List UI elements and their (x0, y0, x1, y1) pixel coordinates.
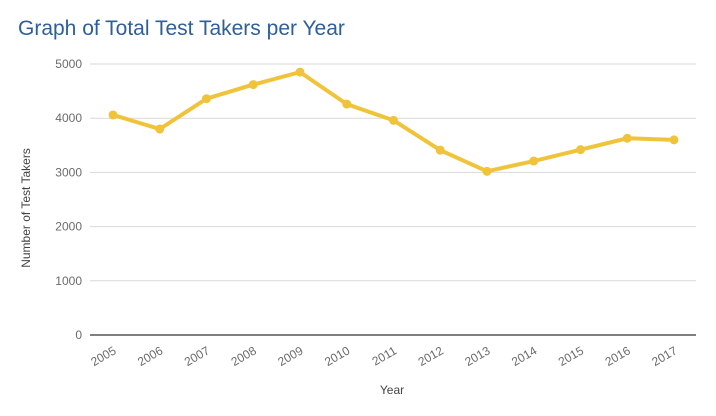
x-tick-label: 2010 (322, 343, 352, 369)
y-tick-label: 0 (75, 328, 82, 342)
y-tick-label: 4000 (55, 111, 82, 125)
data-point (202, 94, 211, 104)
x-tick-label: 2015 (556, 343, 586, 369)
x-tick-label: 2014 (509, 343, 539, 369)
x-tick-label: 2009 (275, 343, 305, 369)
y-axis-label: Number of Test Takers (19, 148, 33, 268)
data-point (295, 67, 305, 77)
gridlines (90, 63, 696, 336)
x-tick-label: 2012 (416, 343, 446, 369)
x-tick-label: 2011 (370, 343, 400, 368)
y-tick-label: 3000 (55, 165, 82, 179)
x-axis-label: Year (380, 383, 404, 397)
y-tick-label: 2000 (55, 220, 82, 234)
y-tick-label: 1000 (55, 274, 82, 288)
chart-title: Graph of Total Test Takers per Year (18, 17, 345, 40)
data-series (108, 67, 679, 176)
data-point (622, 133, 632, 143)
x-tick-label: 2006 (135, 343, 165, 369)
y-tick-labels: 0 1000 2000 3000 4000 5000 (55, 57, 82, 342)
data-point (155, 124, 165, 134)
x-tick-label: 2017 (649, 343, 679, 369)
x-tick-label: 2005 (88, 343, 118, 369)
data-point (248, 80, 258, 90)
data-point (435, 145, 445, 155)
x-tick-label: 2008 (229, 343, 259, 369)
data-point (529, 156, 539, 166)
data-point (342, 99, 352, 109)
x-tick-label: 2007 (182, 343, 212, 369)
x-tick-labels: 2005 2006 2007 2008 2009 2010 2011 2012 2013 2014… (88, 343, 679, 369)
data-point (576, 145, 585, 155)
data-point (108, 110, 118, 120)
x-tick-label: 2016 (603, 343, 633, 369)
y-tick-label: 5000 (55, 57, 82, 71)
data-point (389, 115, 398, 125)
data-point (669, 135, 679, 145)
data-point (482, 166, 492, 176)
x-tick-label: 2013 (462, 343, 492, 369)
